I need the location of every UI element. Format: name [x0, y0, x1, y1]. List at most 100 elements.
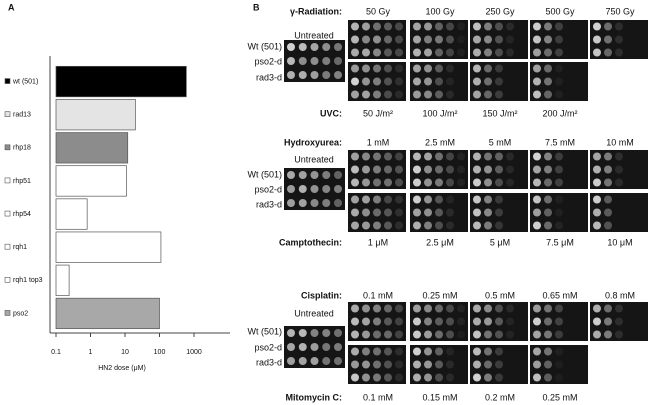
colony-spot: [544, 77, 552, 86]
colony-spot: [435, 64, 443, 73]
colony-spot: [495, 195, 503, 204]
colony-spot: [287, 343, 295, 351]
control-label: Untreated: [294, 308, 334, 318]
colony-spot: [362, 22, 370, 31]
dose-label: 100 J/m²: [422, 108, 457, 118]
dose-label: 0.2 mM: [485, 392, 515, 402]
colony-spot: [495, 317, 503, 326]
bar: [55, 99, 136, 131]
legend-swatch: [4, 277, 11, 283]
dose-label: 0.1 mM: [363, 392, 393, 402]
colony-spot: [555, 152, 563, 161]
colony-spot: [473, 195, 481, 204]
dose-label: 250 Gy: [485, 6, 515, 16]
colony-spot: [435, 317, 443, 326]
colony-spot: [435, 35, 443, 44]
colony-spot: [413, 165, 421, 174]
category-label: rhp54: [13, 211, 31, 218]
colony-spot: [373, 90, 381, 99]
colony-spot: [555, 208, 563, 217]
colony-spot: [533, 152, 541, 161]
colony-spot: [395, 330, 403, 339]
colony-spot: [484, 22, 492, 31]
colony-spot: [593, 35, 601, 44]
colony-spot: [322, 71, 331, 79]
colony-spot: [413, 90, 421, 99]
colony-spot: [484, 195, 492, 204]
colony-spot: [446, 77, 454, 86]
colony-spot: [310, 71, 319, 79]
strain-label: rad3-d: [256, 72, 282, 82]
colony-spot: [593, 330, 601, 339]
colony-spot: [424, 22, 432, 31]
colony-spot: [604, 35, 612, 44]
strain-label: pso2-d: [254, 184, 282, 194]
colony-spot: [384, 330, 392, 339]
colony-spot: [544, 152, 552, 161]
colony-spot: [351, 22, 359, 31]
colony-spot: [495, 22, 503, 31]
dose-label: 2.5 μM: [426, 237, 454, 247]
colony-spot: [506, 35, 514, 44]
colony-spot: [457, 22, 465, 31]
colony-spot: [533, 347, 541, 356]
colony-spot: [615, 304, 623, 313]
colony-spot: [457, 178, 465, 187]
colony-spot: [362, 208, 370, 217]
dose-label: 0.65 mM: [542, 290, 577, 300]
colony-spot: [457, 304, 465, 313]
colony-spot: [334, 43, 342, 51]
colony-spot: [413, 35, 421, 44]
colony-spot: [495, 48, 503, 57]
colony-spot: [351, 64, 359, 73]
bar: [55, 198, 88, 230]
colony-spot: [506, 178, 514, 187]
colony-spot: [473, 317, 481, 326]
colony-spot: [544, 90, 552, 99]
colony-spot: [435, 347, 443, 356]
colony-spot: [310, 171, 319, 179]
colony-spot: [495, 35, 503, 44]
colony-spot: [533, 360, 541, 369]
strain-label: pso2-d: [254, 342, 282, 352]
colony-spot: [484, 165, 492, 174]
colony-spot: [533, 221, 541, 230]
colony-spot: [298, 329, 307, 337]
colony-spot: [544, 22, 552, 31]
colony-spot: [322, 357, 331, 365]
colony-spot: [544, 48, 552, 57]
colony-spot: [362, 373, 370, 382]
colony-spot: [604, 208, 612, 217]
colony-spot: [544, 360, 552, 369]
colony-spot: [413, 195, 421, 204]
colony-spot: [373, 317, 381, 326]
colony-spot: [604, 152, 612, 161]
colony-spot: [373, 178, 381, 187]
colony-spot: [484, 48, 492, 57]
colony-spot: [298, 71, 307, 79]
colony-spot: [362, 90, 370, 99]
colony-spot: [384, 22, 392, 31]
colony-spot: [424, 35, 432, 44]
colony-spot: [593, 221, 601, 230]
colony-spot: [362, 330, 370, 339]
dose-label: 5 μM: [490, 237, 510, 247]
colony-spot: [424, 195, 432, 204]
colony-spot: [473, 373, 481, 382]
colony-spot: [384, 360, 392, 369]
colony-spot: [373, 77, 381, 86]
colony-spot: [351, 48, 359, 57]
category-label: rhp18: [13, 145, 31, 152]
strain-label: Wt (501): [247, 41, 282, 51]
bar: [55, 65, 187, 98]
colony-spot: [322, 185, 331, 193]
colony-spot: [395, 347, 403, 356]
colony-spot: [351, 221, 359, 230]
colony-spot: [533, 373, 541, 382]
dose-label: 50 J/m²: [363, 108, 393, 118]
colony-spot: [310, 57, 319, 65]
colony-spot: [473, 165, 481, 174]
colony-spot: [495, 64, 503, 73]
colony-spot: [424, 221, 432, 230]
colony-spot: [473, 347, 481, 356]
